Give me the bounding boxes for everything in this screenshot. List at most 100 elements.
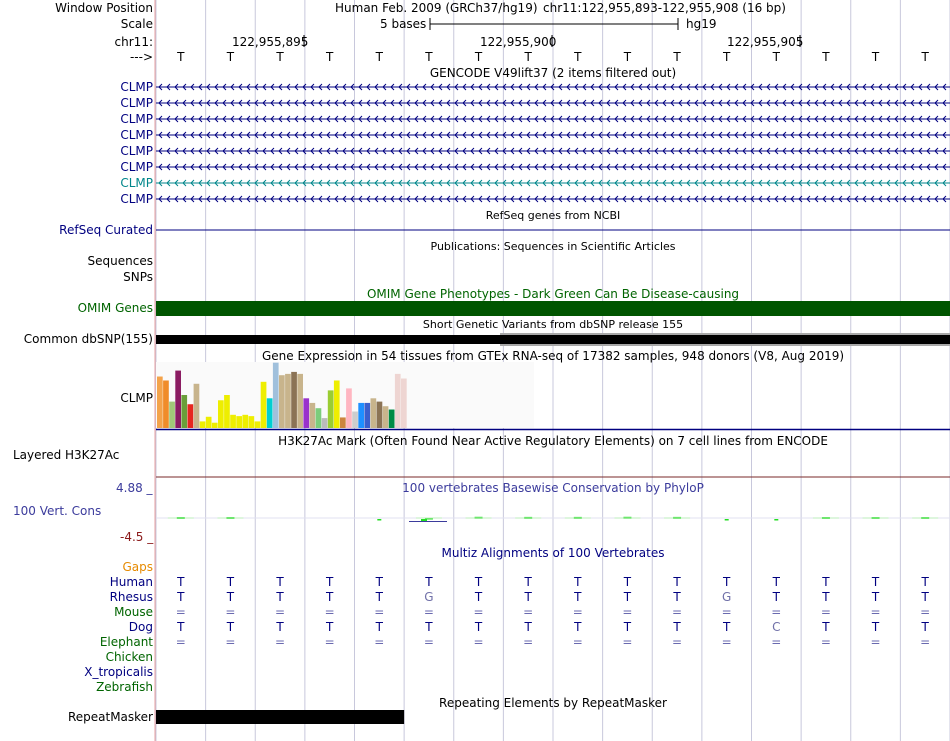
multiz-base: T: [375, 620, 383, 634]
multiz-base: =: [622, 635, 633, 649]
multiz-base: T: [574, 575, 582, 589]
gencode-transcript-label[interactable]: CLMP: [120, 160, 153, 174]
dbsnp-label[interactable]: Common dbSNP(155): [23, 332, 153, 346]
multiz-species-label[interactable]: Zebrafish: [96, 680, 153, 694]
gtex-tissue-bar: [199, 421, 206, 428]
multiz-base: C: [772, 620, 781, 634]
scale-label: Scale: [120, 17, 153, 31]
gtex-tissue-bar: [285, 373, 291, 428]
base-letter: T: [177, 50, 185, 64]
gtex-tissue-bar: [382, 406, 389, 428]
repeatmasker-label[interactable]: RepeatMasker: [67, 710, 153, 724]
gtex-tissue-bar: [248, 416, 255, 428]
multiz-species-label[interactable]: Rhesus: [109, 590, 153, 604]
multiz-base: T: [425, 620, 433, 634]
gtex-tissue-bar: [224, 395, 230, 428]
multiz-title: Multiz Alignments of 100 Vertebrates: [441, 546, 665, 560]
coord-tick-2: 122,955,900: [480, 35, 557, 49]
gencode-transcript-label[interactable]: CLMP: [120, 144, 153, 158]
multiz-base: =: [771, 635, 782, 649]
base-letter: T: [574, 50, 582, 64]
multiz-base: T: [673, 590, 681, 604]
gtex-tissue-bar: [254, 421, 261, 428]
gtex-tissue-bar: [352, 411, 358, 428]
gtex-tissue-bar: [358, 402, 364, 428]
gtex-tissue-bar: [340, 417, 346, 428]
multiz-base: T: [524, 620, 532, 634]
multiz-base: =: [721, 605, 732, 619]
refseq-label[interactable]: RefSeq Curated: [59, 223, 153, 237]
dbsnp-title: Short Genetic Variants from dbSNP releas…: [422, 318, 684, 331]
conservation-neg-block: [409, 521, 447, 522]
multiz-base: =: [771, 605, 782, 619]
omim-gene-bar: [156, 301, 950, 316]
multiz-base: =: [175, 635, 186, 649]
conservation-min: -4.5 _: [120, 530, 154, 544]
multiz-base: T: [673, 575, 681, 589]
multiz-species-label[interactable]: Mouse: [114, 605, 153, 619]
base-letter: T: [623, 50, 632, 64]
multiz-base: T: [623, 620, 632, 634]
multiz-species-label[interactable]: X_tropicalis: [84, 665, 153, 679]
position-readout: chr11:122,955,893-122,955,908 (16 bp): [543, 1, 786, 15]
publications-label-sequences[interactable]: Sequences: [87, 254, 153, 268]
multiz-base: T: [524, 575, 532, 589]
h3k27ac-label[interactable]: Layered H3K27Ac: [13, 448, 120, 462]
scale-db-text: hg19: [686, 17, 717, 31]
gencode-strand-chevrons: [158, 147, 947, 155]
base-letter: T: [673, 50, 681, 64]
gencode-transcript-label[interactable]: CLMP: [120, 192, 153, 206]
multiz-species-label[interactable]: Human: [109, 575, 153, 589]
gtex-tissue-bar: [157, 376, 163, 428]
multiz-base: T: [524, 590, 532, 604]
gtex-tissue-bar: [370, 398, 377, 428]
multiz-species-label[interactable]: Chicken: [105, 650, 153, 664]
multiz-base: T: [871, 620, 880, 634]
multiz-species-label[interactable]: Dog: [128, 620, 153, 634]
gtex-tissue-bar: [291, 371, 297, 428]
multiz-base: T: [921, 575, 929, 589]
multiz-base: T: [574, 620, 582, 634]
gencode-transcript-label[interactable]: CLMP: [120, 176, 153, 190]
multiz-base: =: [473, 635, 484, 649]
conservation-label[interactable]: 100 Vert. Cons: [13, 504, 102, 518]
base-letter: T: [822, 50, 830, 64]
multiz-base: =: [920, 605, 931, 619]
multiz-species-label[interactable]: Elephant: [99, 635, 153, 649]
multiz-base: T: [623, 575, 632, 589]
gencode-transcript-label[interactable]: CLMP: [120, 96, 153, 110]
gtex-tissue-bar: [260, 381, 267, 428]
multiz-base: T: [226, 575, 235, 589]
refseq-title: RefSeq genes from NCBI: [485, 209, 621, 222]
gtex-tissue-bar: [376, 401, 383, 428]
multiz-base: T: [474, 590, 483, 604]
gtex-tissue-bar: [181, 395, 188, 428]
multiz-base: =: [175, 605, 186, 619]
multiz-base: T: [375, 590, 383, 604]
multiz-base: T: [673, 620, 681, 634]
gencode-transcript-label[interactable]: CLMP: [120, 128, 153, 142]
gtex-tissue-bar: [333, 380, 340, 428]
scale-bar-text: 5 bases: [380, 17, 427, 31]
gtex-tissue-bar: [309, 402, 316, 428]
gtex-tissue-bar: [169, 401, 175, 428]
multiz-base: T: [226, 620, 235, 634]
omim-label[interactable]: OMIM Genes: [77, 301, 153, 315]
multiz-base: T: [276, 575, 284, 589]
conservation-max: 4.88 _: [116, 481, 153, 495]
multiz-base: T: [425, 575, 433, 589]
conservation-bar-small: [421, 519, 427, 521]
gtex-label[interactable]: CLMP: [120, 391, 153, 405]
window-position-label: Window Position: [55, 1, 153, 15]
multiz-species-label[interactable]: Gaps: [122, 560, 153, 574]
multiz-base: =: [523, 605, 534, 619]
conservation-bar-negative: [774, 519, 779, 521]
publications-label-snps[interactable]: SNPs: [123, 270, 153, 284]
gencode-transcript-label[interactable]: CLMP: [120, 80, 153, 94]
gtex-tissue-bar: [401, 378, 407, 428]
multiz-base: =: [275, 605, 286, 619]
base-letter: T: [723, 50, 731, 64]
gencode-transcript-label[interactable]: CLMP: [120, 112, 153, 126]
multiz-base: T: [772, 590, 780, 604]
